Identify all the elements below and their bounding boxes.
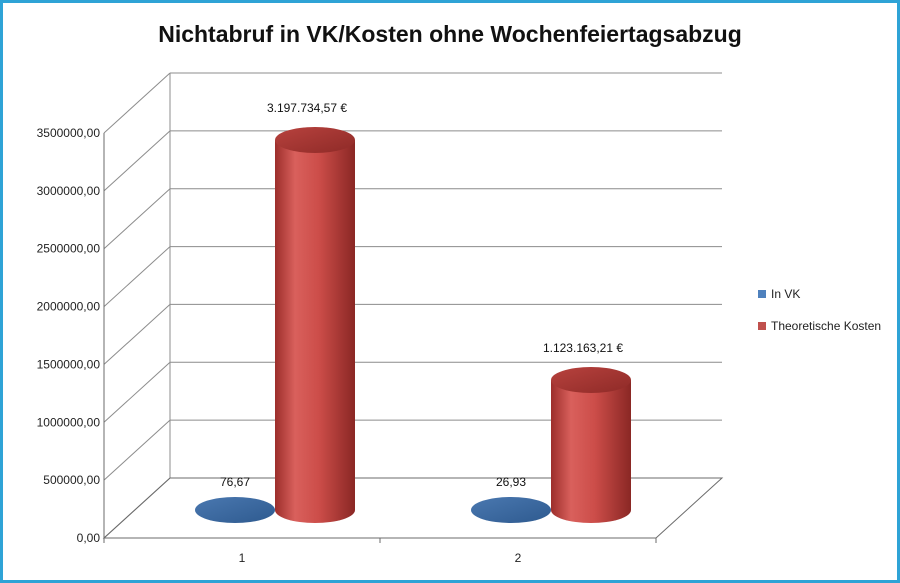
bar-top-2-1 — [275, 126, 355, 153]
legend-label: In VK — [771, 287, 800, 301]
y-tick-label: 3000000,00 — [37, 184, 101, 198]
gridline-side — [103, 130, 171, 192]
legend-label: Theoretische Kosten — [771, 319, 881, 333]
y-tick-label: 2000000,00 — [37, 300, 101, 314]
gridline-side — [103, 72, 171, 134]
bar-top-2-2 — [551, 367, 631, 394]
gridline-side — [103, 419, 171, 481]
data-label: 26,93 — [496, 475, 526, 489]
legend-swatch — [758, 322, 766, 330]
y-tick-label: 0,00 — [77, 531, 101, 545]
x-tick-label: 2 — [515, 551, 522, 565]
gridline-side — [103, 304, 171, 365]
bar-1-1 — [195, 497, 275, 523]
data-label: 76,67 — [220, 475, 250, 489]
y-tick-label: 500000,00 — [43, 473, 100, 487]
legend: In VK Theoretische Kosten — [758, 287, 881, 333]
bar-1-2 — [471, 497, 551, 523]
x-tick-label: 1 — [239, 551, 246, 565]
y-axis-ticks: 0,00 500000,00 1000000,00 1500000,00 2000000… — [37, 126, 101, 545]
gridline-side — [103, 188, 171, 250]
data-label: 1.123.163,21 € — [543, 341, 623, 355]
y-tick-label: 2500000,00 — [37, 242, 101, 256]
gridline-side — [103, 361, 171, 423]
bar-2-1 — [275, 139, 355, 523]
gridline-side — [103, 246, 171, 307]
data-label: 3.197.734,57 € — [267, 101, 347, 115]
y-tick-label: 1000000,00 — [37, 415, 101, 429]
chart-bars — [195, 126, 631, 523]
bar-2-2 — [551, 380, 631, 523]
data-labels: 76,67 3.197.734,57 € 26,93 1.123.163,21 € — [220, 101, 623, 489]
y-tick-label: 3500000,00 — [37, 126, 101, 140]
chart-title: Nichtabruf in VK/Kosten ohne Wochenfeier… — [158, 21, 742, 47]
legend-swatch — [758, 290, 766, 298]
y-tick-label: 1500000,00 — [37, 357, 101, 371]
